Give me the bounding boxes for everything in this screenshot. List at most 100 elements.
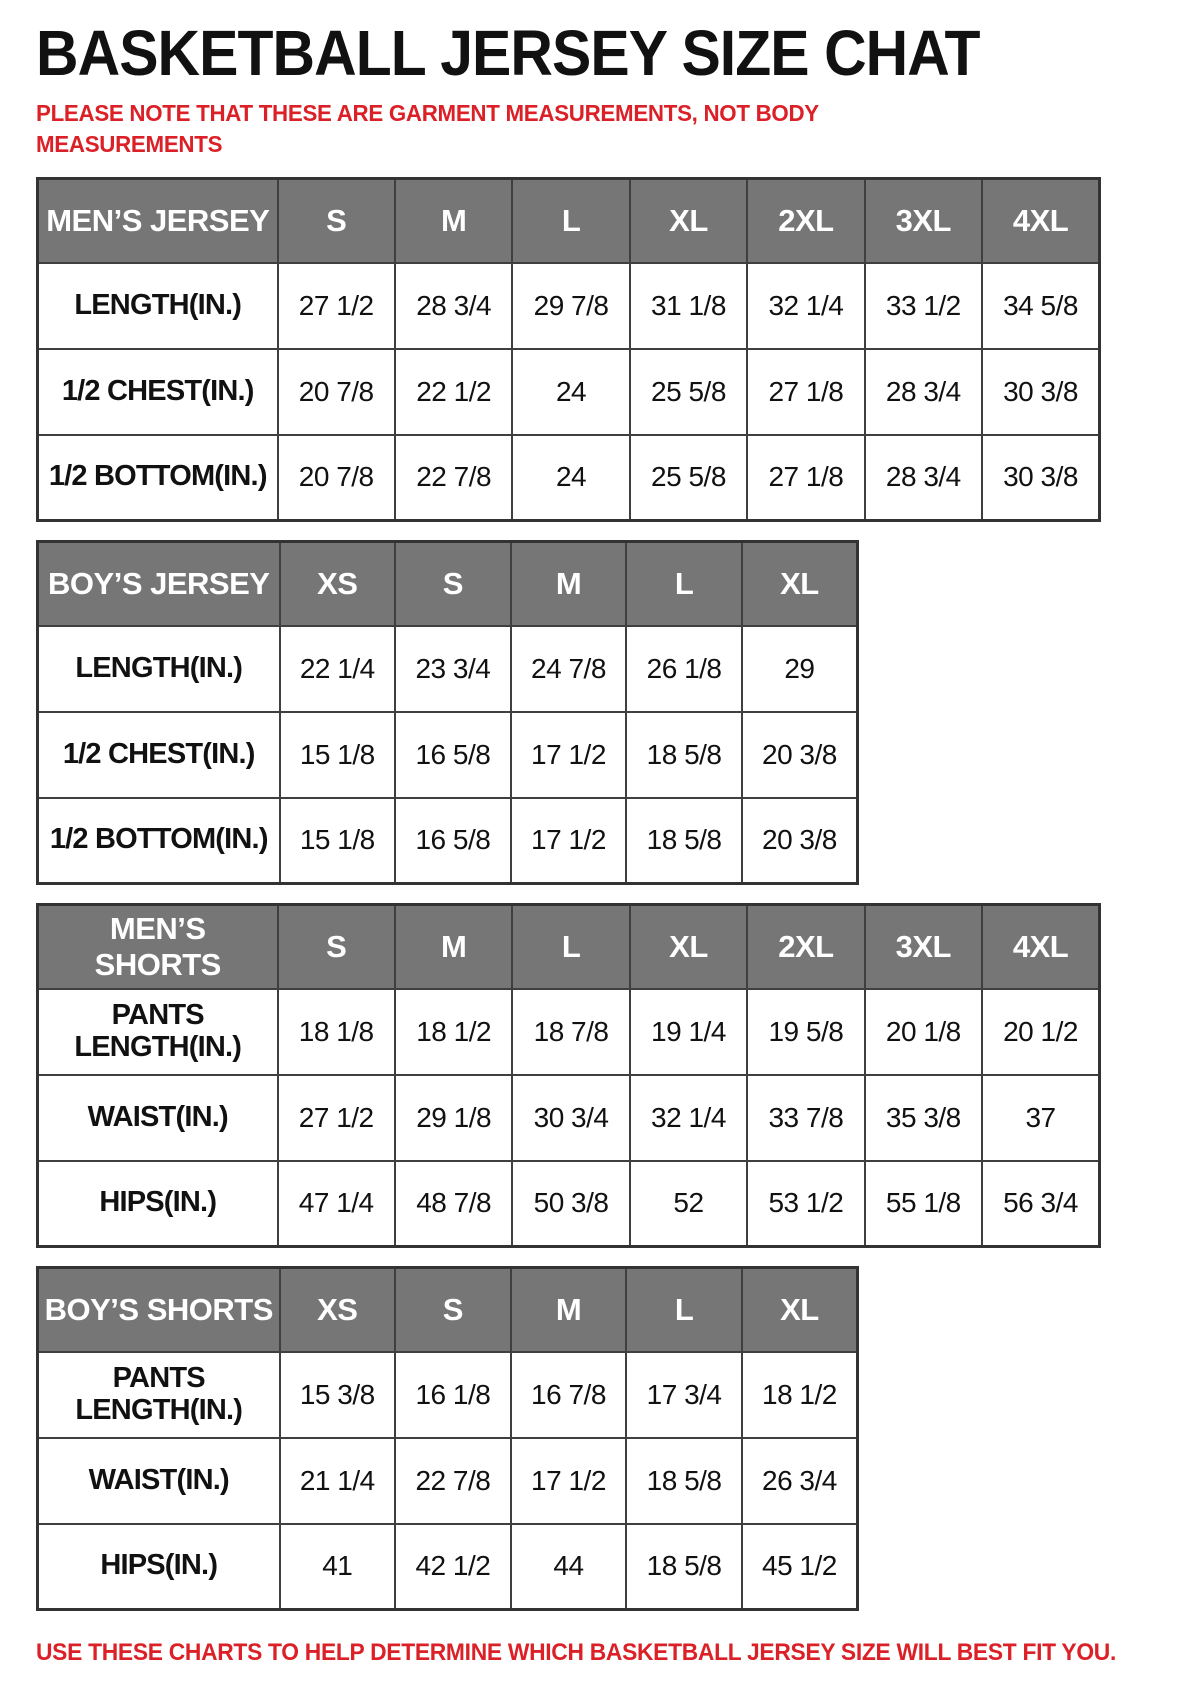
boys-jersey-table-header: BOY’S JERSEY XS S M L XL bbox=[36, 540, 859, 627]
size-value-cell: 42 1/2 bbox=[394, 1522, 512, 1611]
measurement-row: 1/2 BOTTOM(IN.) 15 1/8 16 5/8 17 1/2 18 5/8 2… bbox=[36, 796, 859, 885]
size-header-cell: 3XL bbox=[863, 903, 984, 990]
mens-jersey-size-table: MEN’S JERSEY S M L XL 2XL 3XL 4XL LENGTH(IN.) 27… bbox=[36, 177, 1101, 523]
size-value-cell: 29 bbox=[740, 624, 859, 713]
row-label-cell: WAIST(IN.) bbox=[36, 1073, 279, 1162]
size-value-cell: 16 5/8 bbox=[394, 796, 512, 885]
size-value-cell: 18 1/8 bbox=[276, 987, 396, 1076]
size-value-cell: 35 3/8 bbox=[863, 1073, 984, 1162]
table-title-cell: BOY’S JERSEY bbox=[36, 540, 281, 627]
row-label-cell: LENGTH(IN.) bbox=[36, 624, 281, 713]
size-value-cell: 33 1/2 bbox=[863, 261, 984, 350]
measurement-row: WAIST(IN.) 27 1/2 29 1/8 30 3/4 32 1/4 33 7/8… bbox=[36, 1073, 1101, 1162]
mens-jersey-table-body: LENGTH(IN.) 27 1/2 28 3/4 29 7/8 31 1/8 32 1/… bbox=[36, 261, 1101, 522]
size-value-cell: 28 3/4 bbox=[863, 433, 984, 522]
size-value-cell: 44 bbox=[509, 1522, 628, 1611]
size-value-cell: 18 5/8 bbox=[625, 1436, 743, 1525]
measurement-row: 1/2 CHEST(IN.) 20 7/8 22 1/2 24 25 5/8 27 1/8… bbox=[36, 347, 1101, 436]
size-value-cell: 28 3/4 bbox=[863, 347, 984, 436]
size-value-cell: 16 7/8 bbox=[509, 1350, 628, 1439]
size-value-cell: 30 3/8 bbox=[981, 347, 1101, 436]
size-value-cell: 55 1/8 bbox=[863, 1159, 984, 1248]
size-value-cell: 17 1/2 bbox=[509, 1436, 628, 1525]
size-value-cell: 15 3/8 bbox=[278, 1350, 397, 1439]
size-value-cell: 28 3/4 bbox=[393, 261, 514, 350]
size-value-cell: 18 5/8 bbox=[625, 1522, 743, 1611]
boys-shorts-size-table: BOY’S SHORTS XS S M L XL PANTS LENGTH(IN.) 15 … bbox=[36, 1266, 859, 1612]
size-value-cell: 20 7/8 bbox=[276, 433, 396, 522]
size-value-cell: 22 1/2 bbox=[393, 347, 514, 436]
mens-jersey-table-header: MEN’S JERSEY S M L XL 2XL 3XL 4XL bbox=[36, 177, 1101, 264]
boys-jersey-size-table: BOY’S JERSEY XS S M L XL LENGTH(IN.) 22 1/4 23 … bbox=[36, 540, 859, 886]
size-value-cell: 17 3/4 bbox=[625, 1350, 743, 1439]
size-header-cell: M bbox=[509, 540, 628, 627]
size-value-cell: 50 3/8 bbox=[511, 1159, 631, 1248]
row-label-cell: 1/2 CHEST(IN.) bbox=[36, 347, 279, 436]
size-value-cell: 27 1/2 bbox=[276, 1073, 396, 1162]
size-value-cell: 23 3/4 bbox=[394, 624, 512, 713]
row-label-cell: HIPS(IN.) bbox=[36, 1522, 281, 1611]
size-header-cell: M bbox=[509, 1266, 628, 1353]
measurement-row: WAIST(IN.) 21 1/4 22 7/8 17 1/2 18 5/8 26 3/4 bbox=[36, 1436, 859, 1525]
header-row: MEN’S JERSEY S M L XL 2XL 3XL 4XL bbox=[36, 177, 1101, 264]
size-value-cell: 29 1/8 bbox=[393, 1073, 514, 1162]
boys-shorts-table-header: BOY’S SHORTS XS S M L XL bbox=[36, 1266, 859, 1353]
size-header-cell: 4XL bbox=[981, 903, 1101, 990]
page-title: BASKETBALL JERSEY SIZE CHAT bbox=[36, 17, 980, 89]
measurement-row: 1/2 BOTTOM(IN.) 20 7/8 22 7/8 24 25 5/8 27 1/… bbox=[36, 433, 1101, 522]
row-label-cell: PANTS LENGTH(IN.) bbox=[36, 1350, 281, 1439]
header-row: BOY’S SHORTS XS S M L XL bbox=[36, 1266, 859, 1353]
size-header-cell: L bbox=[625, 540, 743, 627]
size-value-cell: 18 1/2 bbox=[740, 1350, 859, 1439]
size-value-cell: 47 1/4 bbox=[276, 1159, 396, 1248]
size-value-cell: 18 7/8 bbox=[511, 987, 631, 1076]
measurement-row: HIPS(IN.) 47 1/4 48 7/8 50 3/8 52 53 1/2 55 1/… bbox=[36, 1159, 1101, 1248]
boys-shorts-table-body: PANTS LENGTH(IN.) 15 3/8 16 1/8 16 7/8 17 3/… bbox=[36, 1350, 859, 1611]
size-value-cell: 20 1/2 bbox=[981, 987, 1101, 1076]
size-value-cell: 22 1/4 bbox=[278, 624, 397, 713]
boys-jersey-table-body: LENGTH(IN.) 22 1/4 23 3/4 24 7/8 26 1/8 29 1/2… bbox=[36, 624, 859, 885]
size-header-cell: M bbox=[393, 903, 514, 990]
size-value-cell: 27 1/8 bbox=[746, 433, 866, 522]
size-header-cell: XL bbox=[628, 903, 749, 990]
table-title-cell: BOY’S SHORTS bbox=[36, 1266, 281, 1353]
row-label-cell: 1/2 CHEST(IN.) bbox=[36, 710, 281, 799]
size-value-cell: 34 5/8 bbox=[981, 261, 1101, 350]
size-value-cell: 20 3/8 bbox=[740, 796, 859, 885]
size-header-cell: 4XL bbox=[981, 177, 1101, 264]
size-value-cell: 32 1/4 bbox=[746, 261, 866, 350]
header-row: MEN’S SHORTS S M L XL 2XL 3XL 4XL bbox=[36, 903, 1101, 990]
size-value-cell: 25 5/8 bbox=[628, 347, 749, 436]
size-value-cell: 33 7/8 bbox=[746, 1073, 866, 1162]
size-header-cell: S bbox=[276, 177, 396, 264]
size-value-cell: 45 1/2 bbox=[740, 1522, 859, 1611]
row-label-cell: WAIST(IN.) bbox=[36, 1436, 281, 1525]
size-header-cell: XL bbox=[628, 177, 749, 264]
size-header-cell: XS bbox=[278, 540, 397, 627]
mens-shorts-table-header: MEN’S SHORTS S M L XL 2XL 3XL 4XL bbox=[36, 903, 1101, 990]
size-header-cell: S bbox=[394, 1266, 512, 1353]
row-label-cell: HIPS(IN.) bbox=[36, 1159, 279, 1248]
size-value-cell: 29 7/8 bbox=[511, 261, 631, 350]
size-value-cell: 56 3/4 bbox=[981, 1159, 1101, 1248]
size-value-cell: 17 1/2 bbox=[509, 710, 628, 799]
size-header-cell: XL bbox=[740, 1266, 859, 1353]
size-value-cell: 30 3/8 bbox=[981, 433, 1101, 522]
size-value-cell: 41 bbox=[278, 1522, 397, 1611]
size-header-cell: 3XL bbox=[863, 177, 984, 264]
size-value-cell: 22 7/8 bbox=[394, 1436, 512, 1525]
size-header-cell: XL bbox=[740, 540, 859, 627]
size-header-cell: S bbox=[394, 540, 512, 627]
garment-measurement-note: PLEASE NOTE THAT THESE ARE GARMENT MEASU… bbox=[36, 100, 819, 157]
size-value-cell: 27 1/2 bbox=[276, 261, 396, 350]
size-value-cell: 52 bbox=[628, 1159, 749, 1248]
size-header-cell: 2XL bbox=[746, 177, 866, 264]
size-value-cell: 24 bbox=[511, 347, 631, 436]
measurement-row: HIPS(IN.) 41 42 1/2 44 18 5/8 45 1/2 bbox=[36, 1522, 859, 1611]
size-value-cell: 22 7/8 bbox=[393, 433, 514, 522]
size-header-cell: L bbox=[511, 903, 631, 990]
header-row: BOY’S JERSEY XS S M L XL bbox=[36, 540, 859, 627]
mens-shorts-table-body: PANTS LENGTH(IN.) 18 1/8 18 1/2 18 7/8 19 1/… bbox=[36, 987, 1101, 1248]
row-label-cell: LENGTH(IN.) bbox=[36, 261, 279, 350]
